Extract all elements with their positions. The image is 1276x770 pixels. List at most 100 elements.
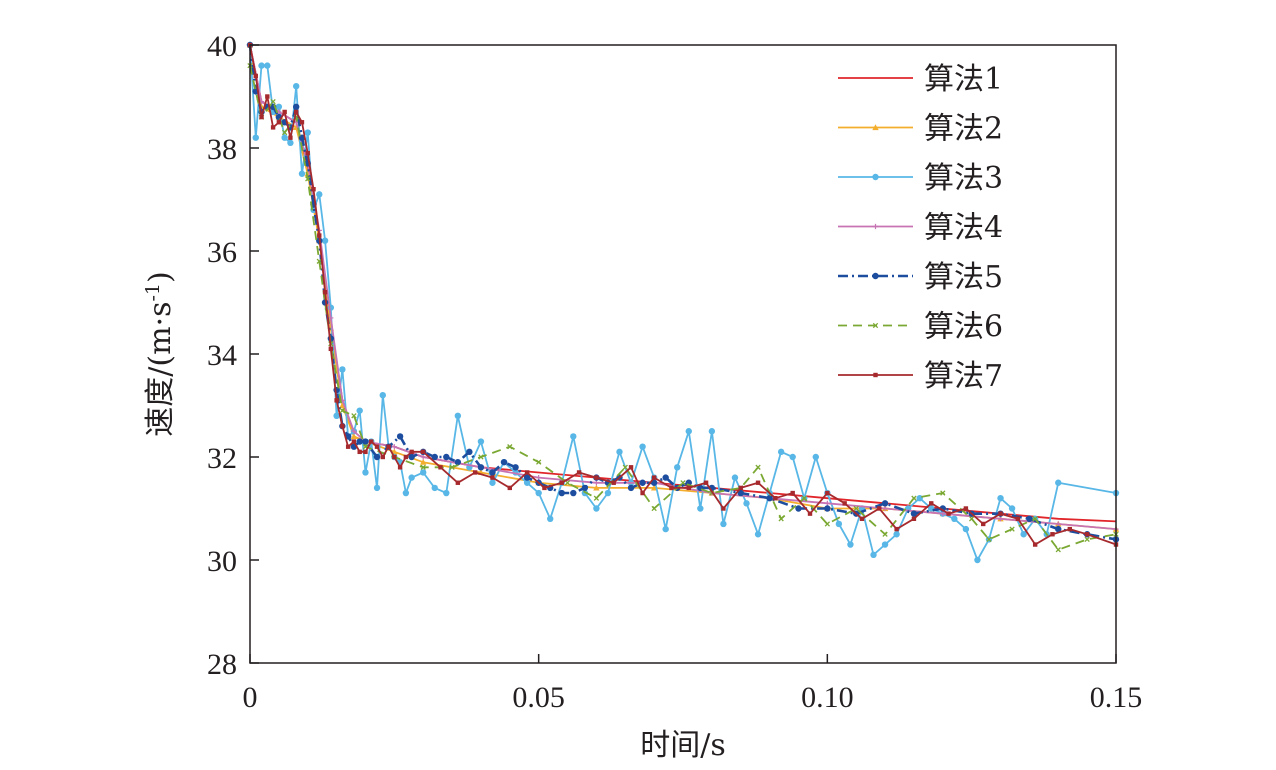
data-point [894,526,899,532]
data-point [1084,532,1090,537]
data-point [842,501,847,506]
data-point [594,475,599,480]
data-point [801,495,807,501]
data-point [536,475,542,481]
data-point [558,489,565,497]
y-tick-label: 40 [207,30,237,63]
data-point [547,515,554,522]
data-point [1026,515,1033,522]
data-point [651,505,657,512]
data-point [334,398,339,403]
data-point [593,495,600,501]
data-point [755,480,761,485]
data-point [824,521,830,527]
data-point [316,258,322,264]
data-point [940,511,946,517]
series-layer [246,41,1120,564]
data-point [929,501,934,506]
data-point [872,173,879,181]
data-point [1067,526,1073,532]
legend-item: 算法3 [838,161,1003,196]
data-point [351,439,357,444]
data-point [523,474,531,481]
data-point [737,489,744,497]
data-point [287,139,294,147]
data-point [472,470,478,475]
data-point [1084,536,1090,543]
data-point [872,322,879,329]
data-point [703,480,709,485]
data-point [357,449,362,455]
data-point [252,134,259,141]
data-point [431,484,438,492]
data-point [402,489,410,497]
data-point [321,237,329,244]
data-point [333,412,340,419]
data-point [379,392,386,399]
data-point [576,470,582,475]
data-point [281,129,288,136]
data-point [963,506,969,511]
data-point [998,511,1003,516]
data-point [305,150,310,156]
data-point [292,83,300,90]
data-point [454,458,462,466]
data-point [420,454,426,460]
data-point [408,453,415,461]
data-point [570,433,577,440]
x-tick-label: 0.05 [512,681,565,714]
data-point [708,428,716,435]
data-point [650,484,658,491]
data-point [431,453,438,461]
data-point [259,114,264,120]
data-point [316,191,323,198]
data-point [351,413,357,419]
data-point [409,449,414,455]
data-point [853,505,859,512]
data-point [593,505,600,512]
data-point [380,454,385,460]
legend-item: 算法6 [838,310,1003,345]
legend-item: 算法1 [838,62,1003,97]
data-point [345,444,351,449]
data-point [265,94,270,99]
data-point [997,495,1004,502]
data-point [466,448,473,456]
data-point [611,480,616,485]
legend-label: 算法5 [924,260,1003,295]
data-point [731,474,739,481]
series-line [249,44,1117,546]
data-point [986,536,992,543]
data-point [455,480,461,485]
data-point [489,479,496,486]
data-point [754,531,762,538]
data-point [881,500,889,507]
data-point [490,475,495,480]
y-tick-label: 36 [207,236,237,269]
data-point [662,474,669,481]
data-point [350,433,358,439]
data-point [454,412,462,419]
legend-item: 算法7 [838,359,1003,394]
x-tick-label: 0 [243,681,258,714]
data-point [685,428,692,435]
data-point [391,444,397,450]
data-point [847,541,854,548]
data-point [559,480,564,485]
y-tick-label: 34 [207,339,237,372]
legend-label: 算法2 [924,112,1003,147]
data-point [1055,547,1061,553]
data-point [328,315,334,321]
data-point [616,448,623,456]
data-point [1008,505,1016,512]
data-point [270,125,276,130]
data-point [536,459,542,465]
data-point [421,449,426,455]
y-tick-label: 38 [207,133,237,166]
data-point [420,464,426,470]
data-point [253,73,258,79]
data-point [317,233,322,238]
data-point [298,170,306,177]
data-point [680,480,686,486]
legend-item: 算法5 [838,260,1003,295]
